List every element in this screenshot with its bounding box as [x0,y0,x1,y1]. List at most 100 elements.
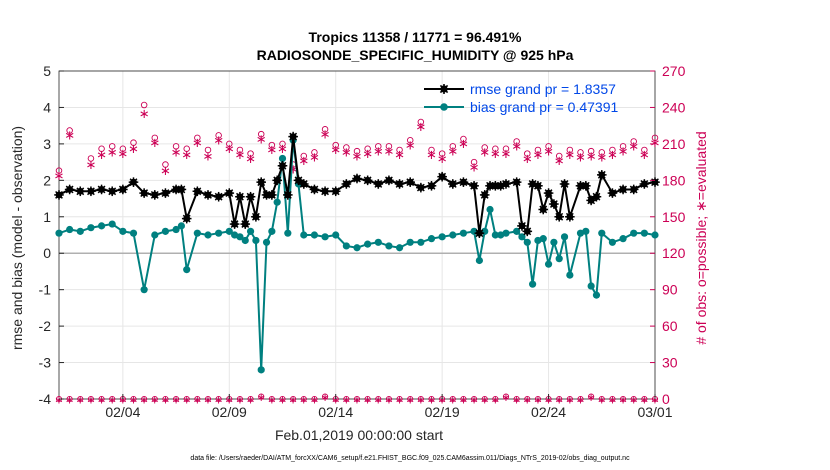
obs-bottom-evaluated-point: ∗ [161,394,170,407]
bias-point [252,236,260,245]
obs-bottom-possible-point [449,395,456,403]
obs-bottom-possible-point [534,395,541,403]
obs-bottom-possible-point [173,395,180,403]
bias-point [518,233,526,241]
obs-bottom-evaluated-point: ∗ [182,394,191,407]
obs-bottom-possible-point [588,393,595,400]
legend-bias-marker [440,103,448,111]
x-tick-label: 02/24 [531,404,566,420]
obs-evaluated-point: ∗ [320,127,331,142]
y-axis-label: rmse and bias (model - observation) [9,126,25,350]
bias-point [619,235,627,243]
bias-point [262,238,271,246]
obs-bottom-evaluated-point: ∗ [512,394,521,407]
bias-point [566,271,574,279]
rmse-point [203,190,213,200]
rmse-point [245,191,256,202]
rmse-point [628,184,639,195]
obs-bottom-evaluated-point: ∗ [384,394,393,407]
obs-evaluated-point: ∗ [362,147,373,162]
rmse-point [181,213,192,224]
obs-bottom-evaluated-point: ∗ [65,394,74,407]
obs-evaluated-point: ∗ [607,148,618,163]
obs-bottom-possible-point [300,395,307,403]
rmse-point [495,181,506,191]
obs-bottom-evaluated-point: ∗ [331,394,340,407]
rmse-point [501,179,511,189]
obs-evaluated-point: ∗ [596,151,607,166]
obs-bottom-possible-point [109,395,116,403]
obs-possible-point [130,139,137,146]
obs-possible-point [151,134,159,142]
obs-bottom-possible-point [396,395,403,403]
obs-bottom-evaluated-point: ∗ [140,394,149,407]
rmse-point [176,184,187,195]
obs-evaluated-point: ∗ [394,148,405,163]
obs-bottom-evaluated-point: ∗ [438,394,447,407]
obs-possible-point [609,146,616,154]
obs-bottom-evaluated-point: ∗ [118,394,127,407]
obs-bottom-possible-point [130,395,137,403]
obs-bottom-possible-point [598,395,605,403]
obs-bottom-evaluated-point: ∗ [480,394,489,407]
obs-bottom-evaluated-point: ∗ [448,394,457,407]
bias-point [364,240,372,248]
obs-bottom-evaluated-point: ∗ [203,394,212,407]
legend-bias-label: bias grand pr = 0.47391 [470,99,618,115]
rmse-point [362,175,373,186]
bias-point [257,366,265,374]
obs-bottom-possible-point [577,395,584,403]
bias-point [140,286,148,294]
rmse-point [213,191,224,202]
obs-possible-point [396,146,403,154]
bias-point [225,227,233,235]
obs-possible-point [162,161,169,168]
obs-possible-point [460,135,467,143]
bias-point [215,229,223,237]
obs-bottom-evaluated-point: ∗ [395,394,404,407]
obs-bottom-possible-point [524,395,531,403]
obs-evaluated-point: ∗ [564,148,575,163]
bias-point [550,238,558,246]
obs-possible-point [545,143,552,150]
bias-point [273,198,281,206]
bias-point [119,227,127,235]
rmse-point [405,177,416,187]
rmse-point [288,131,298,142]
obs-bottom-evaluated-point: ∗ [629,394,638,407]
bias-point [640,229,648,237]
rmse-point [96,184,107,195]
obs-possible-point [226,140,233,148]
rmse-point [650,177,660,187]
obs-bottom-possible-point [322,393,329,400]
rmse-point [54,190,64,200]
bias-point [529,280,537,288]
obs-bottom-possible-point [279,395,286,403]
rmse-point [240,219,251,229]
obs-bottom-evaluated-point: ∗ [427,394,436,407]
x-tick-label: 03/01 [637,404,672,420]
obs-possible-point [321,126,329,133]
rmse-point [352,173,362,184]
obs-bottom-possible-point [204,395,212,403]
rmse-point [511,177,522,187]
obs-evaluated-point: ∗ [298,154,309,169]
obs-possible-point [385,143,393,150]
obs-possible-point [172,143,180,150]
rmse-point [639,179,650,189]
x-tick-label: 02/04 [105,404,140,420]
obs-bottom-possible-point [556,395,563,403]
obs-possible-point [598,149,606,156]
rmse-point [565,211,575,222]
obs-bottom-possible-point [247,395,254,403]
obs-possible-point [406,136,414,144]
rmse-point [229,219,240,229]
obs-bottom-possible-point [481,395,488,403]
bias-point [486,205,494,214]
rmse-point [559,179,570,189]
rmse-point [543,188,554,198]
obs-bottom-evaluated-point: ∗ [171,394,180,407]
bias-point [97,222,106,230]
obs-bottom-possible-point [215,395,222,403]
